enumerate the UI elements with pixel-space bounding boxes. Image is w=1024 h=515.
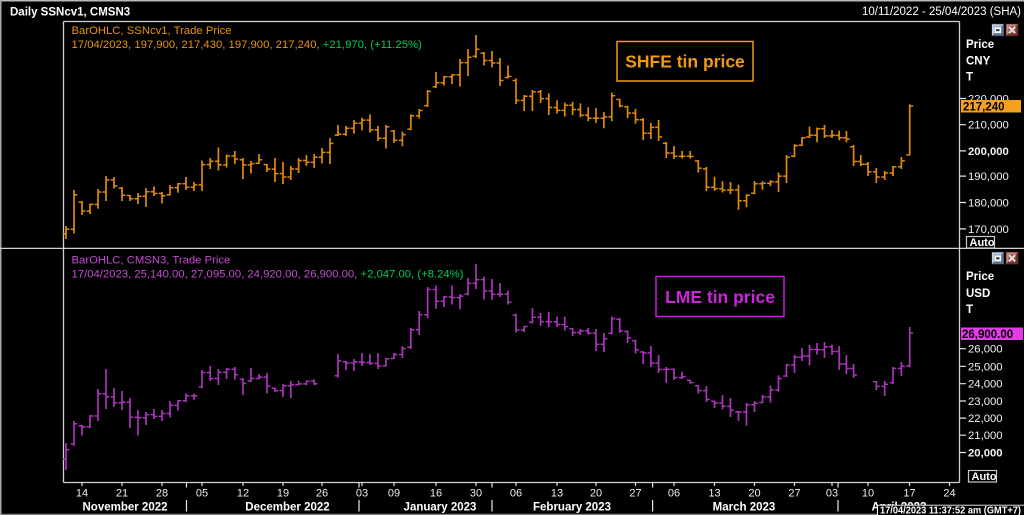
svg-text:Price: Price [966,271,994,283]
svg-text:USD: USD [966,288,990,300]
svg-text:170,000: 170,000 [968,224,1009,236]
svg-text:09: 09 [388,487,400,499]
svg-text:27: 27 [788,487,800,499]
svg-text:217,240: 217,240 [963,102,1005,114]
svg-text:26: 26 [316,487,328,499]
svg-text:January 2023: January 2023 [404,501,477,513]
svg-text:03: 03 [826,487,838,499]
svg-text:16: 16 [430,487,442,499]
svg-text:24,000: 24,000 [968,379,1003,391]
svg-text:Price: Price [966,39,994,51]
svg-text:05: 05 [196,487,208,499]
svg-text:25,000: 25,000 [968,361,1003,373]
svg-text:Auto: Auto [972,471,997,483]
svg-text:190,000: 190,000 [968,171,1009,183]
svg-text:24: 24 [943,487,955,499]
svg-text:Daily SSNcv1, CMSN3: Daily SSNcv1, CMSN3 [10,7,130,19]
svg-text:BarOHLC, SSNcv1, Trade Price: BarOHLC, SSNcv1, Trade Price [72,25,232,37]
svg-text:21,000: 21,000 [968,430,1003,442]
svg-text:28: 28 [156,487,168,499]
svg-text:06: 06 [668,487,680,499]
svg-text:20: 20 [748,487,760,499]
svg-text:March 2023: March 2023 [713,501,776,513]
svg-text:17/04/2023 11:37:52 am (GMT+7: 17/04/2023 11:37:52 am (GMT+7) [880,506,1021,515]
svg-text:12: 12 [237,487,249,499]
svg-text:10: 10 [862,487,874,499]
svg-text:T: T [966,304,973,316]
svg-text:23,000: 23,000 [968,396,1003,408]
svg-text:14: 14 [76,487,88,499]
svg-text:20,000: 20,000 [968,448,1003,460]
svg-text:03: 03 [356,487,368,499]
svg-text:February 2023: February 2023 [533,501,611,513]
svg-text:26,900.00: 26,900.00 [962,329,1013,341]
svg-text:20: 20 [590,487,602,499]
svg-text:21: 21 [116,487,128,499]
svg-text:SHFE tin price: SHFE tin price [625,52,745,72]
svg-text:T: T [966,72,973,84]
svg-text:November 2022: November 2022 [82,501,167,513]
svg-text:13: 13 [708,487,720,499]
svg-text:27: 27 [629,487,641,499]
svg-text:19: 19 [277,487,289,499]
svg-text:200,000: 200,000 [968,146,1009,158]
svg-text:10/11/2022 - 25/04/2023 (SHA): 10/11/2022 - 25/04/2023 (SHA) [862,6,1021,18]
svg-text:180,000: 180,000 [968,198,1009,210]
svg-text:06: 06 [510,487,522,499]
svg-text:13: 13 [551,487,563,499]
svg-text:CNY: CNY [966,56,991,68]
svg-text:26,000: 26,000 [968,344,1003,356]
svg-text:210,000: 210,000 [968,120,1009,132]
svg-text:17: 17 [903,487,915,499]
svg-text:BarOHLC, CMSN3, Trade Price: BarOHLC, CMSN3, Trade Price [72,255,231,267]
svg-text:17/04/2023, 197,900, 217,430,: 17/04/2023, 197,900, 217,430, 197,900, 2… [72,39,423,51]
svg-text:17/04/2023, 25,140.00, 27,095.: 17/04/2023, 25,140.00, 27,095.00, 24,920… [72,269,464,281]
svg-text:Auto: Auto [970,237,995,249]
svg-text:December 2022: December 2022 [245,501,329,513]
svg-text:LME tin price: LME tin price [665,287,775,307]
svg-text:22,000: 22,000 [968,413,1003,425]
svg-text:30: 30 [470,487,482,499]
